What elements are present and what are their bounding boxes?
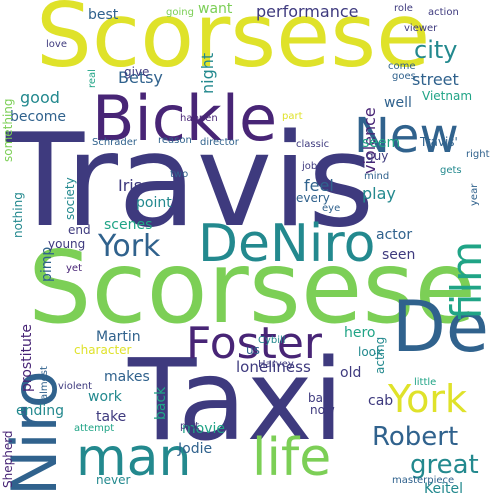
word-de: De [392, 286, 489, 368]
word-real: real [87, 69, 98, 88]
word-take: take [96, 409, 127, 425]
word-well: well [384, 95, 412, 111]
word-seem: seem [362, 135, 401, 151]
word-almost: almost [39, 366, 50, 400]
word-scorsese: Scorsese [28, 229, 476, 346]
word-going: going [166, 7, 194, 18]
word-man: man [76, 428, 192, 488]
word-nothing: nothing [11, 192, 25, 238]
word-goes: goes [392, 71, 416, 82]
word-guy: guy [366, 149, 389, 163]
word-jodie: Jodie [178, 441, 213, 457]
word-plot: plot [180, 421, 200, 432]
word-role: role [394, 3, 413, 14]
word-classic: classic [296, 139, 330, 150]
word-now: now [310, 403, 335, 417]
word-great: great [410, 450, 479, 480]
word-never: never [96, 473, 131, 487]
word-director: director [200, 137, 239, 148]
word-film: film [442, 240, 491, 320]
word-life: life [252, 428, 332, 488]
word-right: right [466, 149, 490, 160]
word-seen: seen [382, 247, 416, 263]
word-performance: performance [256, 2, 359, 21]
word-eye: eye [322, 203, 341, 214]
word-street: street [412, 70, 459, 89]
word-travis: Travis [6, 107, 375, 256]
word-something: something [1, 98, 15, 162]
word-world: York [98, 229, 161, 264]
word-job: job [302, 161, 318, 172]
word-actor: actor [376, 227, 413, 243]
word-point: point [136, 195, 172, 211]
word-yet: yet [66, 263, 82, 274]
word-travis-poss: Travis' [420, 135, 458, 149]
word-keitel: Keitel [424, 481, 463, 497]
word-iris: Iris [118, 176, 143, 195]
word-end: end [68, 223, 91, 237]
word-masterpiece: masterpiece [392, 475, 455, 486]
word-viewer: viewer [404, 23, 438, 34]
word-give: give [124, 65, 150, 79]
word-movie: movie [182, 421, 225, 437]
word-city: city [414, 36, 458, 64]
word-reason: reason [158, 135, 192, 146]
word-vietnam: Vietnam [422, 89, 473, 103]
word-new: New [354, 108, 459, 164]
word-work: work [88, 389, 122, 405]
word-year: year [469, 183, 480, 206]
word-us: us [246, 343, 260, 357]
word-york: York [388, 377, 468, 421]
word-makes: makes [104, 369, 150, 385]
word-want: want [198, 1, 233, 17]
word-prostitute: prostitute [19, 323, 35, 392]
word-bad: bad [308, 391, 331, 405]
word-look: look [358, 345, 383, 359]
word-mind: mind [364, 171, 390, 182]
word-violent: violent [58, 381, 93, 392]
word-taxi: Taxi [128, 336, 344, 466]
word-shepherd: Shepherd [1, 430, 15, 488]
word-love: love [46, 39, 67, 50]
word-ending: ending [16, 403, 65, 419]
word-cab: cab [368, 393, 394, 409]
word-character: character [74, 343, 132, 357]
word-bickle: Bickle [92, 82, 278, 155]
word-gets: gets [440, 165, 462, 176]
word-harvey: Harvey [258, 359, 294, 370]
word-night: night [198, 52, 217, 94]
word-action: action [428, 7, 459, 18]
word-old: old [340, 365, 362, 381]
word-betsy: Betsy [118, 68, 163, 87]
word-play: play [362, 184, 396, 203]
word-deniro: DeNiro [198, 214, 376, 274]
word-attempt: attempt [74, 423, 115, 434]
word-schrader: Schrader [92, 137, 138, 148]
word-part: part [282, 111, 303, 122]
word-back: back [153, 386, 169, 420]
word-become: become [10, 109, 67, 125]
word-feel: feel [304, 176, 334, 195]
word-every: every [296, 191, 330, 205]
word-come: come [388, 61, 416, 72]
word-two: two [170, 169, 189, 180]
word-society: society [63, 177, 77, 220]
word-pimp: pimp [39, 246, 55, 282]
word-happen: happen [180, 113, 218, 124]
word-scenes: scenes [104, 217, 153, 233]
word-little: little [414, 377, 437, 388]
word-loneliness: loneliness [236, 358, 311, 376]
word-hero: hero [344, 325, 376, 341]
word-young: young [48, 237, 86, 251]
word-good: good [20, 88, 60, 107]
word-martin: Martin [96, 329, 141, 345]
word-cybill: Cybill [258, 335, 286, 346]
word-foster: Foster [186, 318, 322, 369]
word-best: best [88, 7, 119, 23]
word-driver: Scorsese [36, 0, 431, 87]
word-robert: Robert [372, 422, 459, 452]
